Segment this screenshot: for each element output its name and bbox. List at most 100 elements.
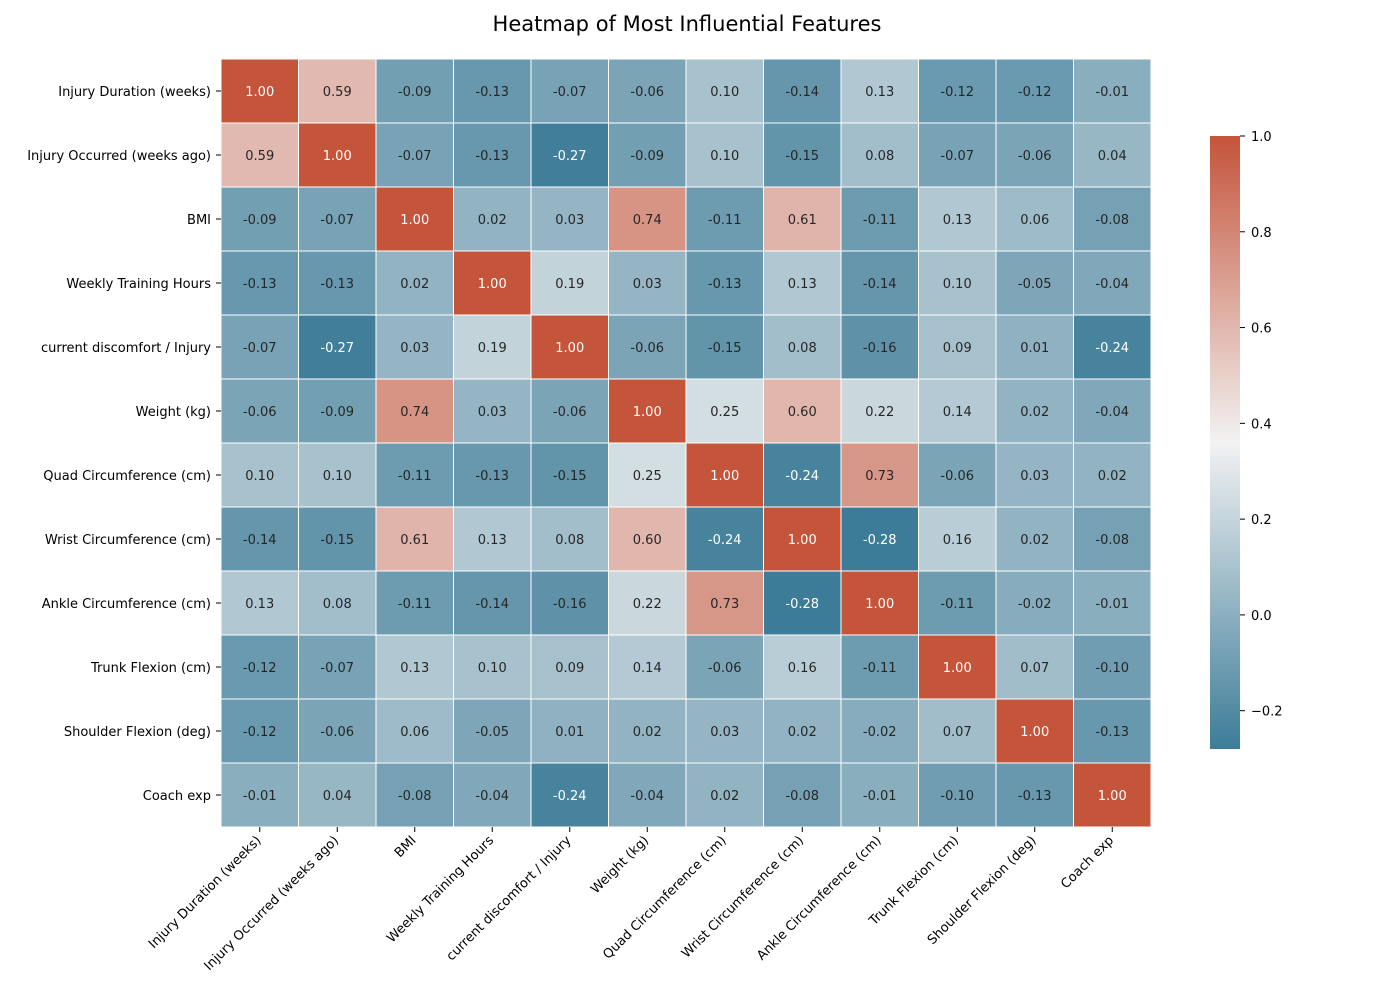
cell-value-label: -0.11: [863, 213, 897, 228]
cell-value-label: 0.02: [788, 725, 817, 740]
cell-value-label: 1.00: [400, 213, 429, 228]
cell-value-label: -0.06: [553, 405, 587, 420]
cell-value-label: 0.09: [555, 661, 584, 676]
cell-value-label: 0.60: [633, 533, 662, 548]
y-tick-label: Quad Circumference (cm): [43, 469, 211, 484]
heatmap-cell: [375, 250, 454, 316]
heatmap-cells: 1.00 0.59 -0.09 -0.13 -0.07 -0.06 0.10 -0.14 0.1…: [220, 58, 1152, 828]
cell-value-label: 0.74: [400, 405, 429, 420]
heatmap-cell: [375, 570, 454, 636]
y-tick-label: Injury Occurred (weeks ago): [27, 149, 211, 164]
heatmap-cell: [995, 186, 1074, 252]
cell-value-label: 0.61: [788, 213, 817, 228]
cell-value-label: 0.03: [710, 725, 739, 740]
cell-value-label: -0.06: [243, 405, 277, 420]
heatmap-cell: [298, 570, 377, 636]
heatmap-cell: [685, 442, 764, 508]
heatmap-cell: [1073, 570, 1152, 636]
heatmap-cell: [453, 634, 532, 700]
heatmap-cell: [608, 570, 687, 636]
cell-value-label: 0.13: [245, 597, 274, 612]
cell-value-label: -0.28: [863, 533, 897, 548]
y-tick-label: Trunk Flexion (cm): [90, 661, 211, 676]
heatmap-cell: [763, 58, 842, 124]
cell-value-label: 0.01: [555, 725, 584, 740]
heatmap-cell: [375, 314, 454, 380]
heatmap-cell: [685, 698, 764, 764]
heatmap-cell: [453, 250, 532, 316]
cell-value-label: -0.10: [1095, 661, 1129, 676]
cell-value-label: -0.05: [1018, 277, 1052, 292]
cell-value-label: 0.10: [710, 85, 739, 100]
cell-value-label: 1.00: [788, 533, 817, 548]
colorbar-tick-label: 0.2: [1251, 513, 1272, 528]
x-tick-label: Coach exp: [1058, 833, 1117, 892]
y-tick-label: BMI: [187, 213, 211, 228]
cell-value-label: -0.13: [708, 277, 742, 292]
cell-value-label: -0.04: [630, 789, 664, 804]
heatmap-cell: [530, 634, 609, 700]
cell-value-label: 0.16: [788, 661, 817, 676]
heatmap-cell: [685, 506, 764, 572]
heatmap-cell: [685, 122, 764, 188]
cell-value-label: 0.08: [788, 341, 817, 356]
cell-value-label: 1.00: [943, 661, 972, 676]
heatmap-cell: [840, 442, 919, 508]
y-tick-label: Shoulder Flexion (deg): [64, 725, 211, 740]
heatmap-cell: [995, 506, 1074, 572]
cell-value-label: 0.03: [478, 405, 507, 420]
cell-value-label: -0.04: [1095, 405, 1129, 420]
heatmap-cell: [530, 122, 609, 188]
cell-value-label: 1.00: [710, 469, 739, 484]
heatmap-cell: [375, 698, 454, 764]
colorbar-tick-label: 0.4: [1251, 417, 1272, 432]
heatmap-cell: [530, 506, 609, 572]
cell-value-label: 0.02: [1020, 533, 1049, 548]
y-tick-label: Injury Duration (weeks): [58, 85, 211, 100]
cell-value-label: 1.00: [865, 597, 894, 612]
heatmap-cell: [453, 186, 532, 252]
cell-value-label: -0.13: [1018, 789, 1052, 804]
heatmap-cell: [918, 762, 997, 828]
cell-value-label: -0.14: [785, 85, 819, 100]
cell-value-label: -0.11: [398, 469, 432, 484]
heatmap-cell: [298, 762, 377, 828]
heatmap-cell: [685, 634, 764, 700]
heatmap-cell: [453, 506, 532, 572]
heatmap-cell: [608, 762, 687, 828]
cell-value-label: -0.02: [1018, 597, 1052, 612]
cell-value-label: -0.06: [630, 85, 664, 100]
heatmap-cell: [1073, 58, 1152, 124]
cell-value-label: 0.22: [633, 597, 662, 612]
colorbar-gradient: [1210, 136, 1240, 749]
heatmap-cell: [840, 122, 919, 188]
cell-value-label: 0.02: [478, 213, 507, 228]
heatmap-cell: [375, 762, 454, 828]
cell-value-label: 0.03: [633, 277, 662, 292]
heatmap-cell: [995, 762, 1074, 828]
heatmap-cell: [530, 442, 609, 508]
colorbar: −0.2 0.0 0.2 0.4 0.6 0.8 1.0: [1210, 130, 1283, 749]
cell-value-label: 0.19: [478, 341, 507, 356]
cell-value-label: -0.06: [708, 661, 742, 676]
cell-value-label: -0.13: [320, 277, 354, 292]
cell-value-label: 0.10: [323, 469, 352, 484]
cell-value-label: 0.59: [245, 149, 274, 164]
heatmap-cell: [608, 122, 687, 188]
heatmap-cell: [763, 570, 842, 636]
heatmap-cell: [685, 378, 764, 444]
cell-value-label: -0.07: [243, 341, 277, 356]
cell-value-label: 0.73: [710, 597, 739, 612]
cell-value-label: -0.27: [320, 341, 354, 356]
cell-value-label: 0.03: [400, 341, 429, 356]
cell-value-label: -0.08: [1095, 533, 1129, 548]
cell-value-label: -0.13: [475, 85, 509, 100]
cell-value-label: 0.02: [400, 277, 429, 292]
cell-value-label: 1.00: [478, 277, 507, 292]
cell-value-label: -0.08: [398, 789, 432, 804]
cell-value-label: -0.11: [863, 661, 897, 676]
cell-value-label: -0.12: [940, 85, 974, 100]
colorbar-tick-label: 0.6: [1251, 322, 1272, 337]
y-tick-label: Coach exp: [143, 789, 211, 804]
heatmap-cell: [298, 250, 377, 316]
